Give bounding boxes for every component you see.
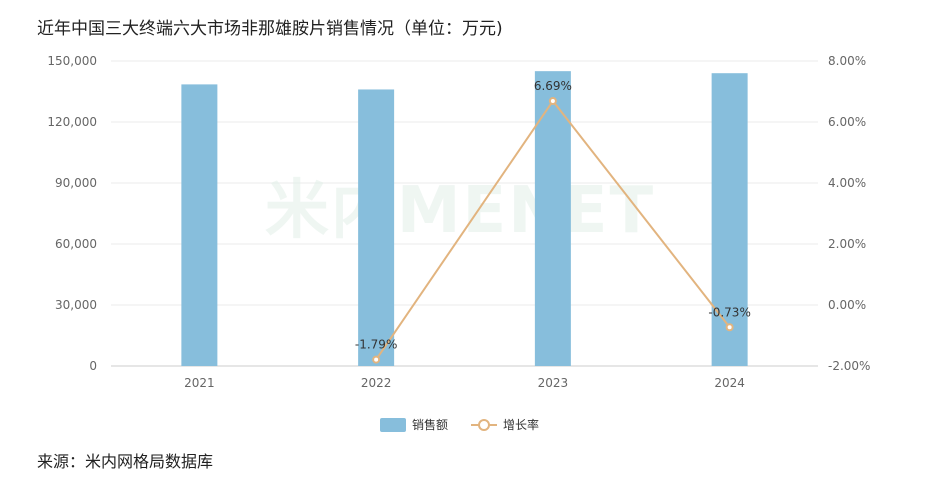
grid-lines (111, 60, 818, 367)
bar-series (181, 71, 748, 367)
left-axis: 0 30,000 60,000 90,000 120,000 150,000 (47, 54, 97, 373)
x-tick-label: 2023 (538, 376, 569, 390)
x-tick-label: 2021 (184, 376, 215, 390)
bar (358, 89, 395, 366)
bar (181, 84, 218, 366)
y-right-tick-label: 8.00% (828, 54, 866, 68)
y-left-tick-label: 150,000 (47, 54, 97, 68)
y-right-tick-label: 0.00% (828, 298, 866, 312)
growth-data-label: -0.73% (708, 305, 750, 319)
legend-label-bar: 销售额 (412, 417, 448, 432)
growth-point (372, 355, 381, 364)
y-left-tick-label: 60,000 (55, 237, 97, 251)
source-note: 来源：米内网格局数据库 (37, 452, 214, 471)
bar (534, 71, 571, 367)
legend-label-line: 增长率 (503, 417, 539, 432)
legend-swatch-bar (380, 418, 406, 432)
growth-point (725, 323, 734, 332)
x-tick-label: 2024 (714, 376, 745, 390)
y-left-tick-label: 120,000 (47, 115, 97, 129)
right-axis: -2.00% 0.00% 2.00% 4.00% 6.00% 8.00% (828, 54, 870, 373)
x-axis: 2021 2022 2023 2024 (184, 376, 745, 390)
y-right-tick-label: 2.00% (828, 237, 866, 251)
chart-title: 近年中国三大终端六大市场非那雄胺片销售情况（单位：万元) (37, 19, 503, 39)
watermark-text: 米内MENET (265, 174, 655, 248)
y-left-tick-label: 30,000 (55, 298, 97, 312)
y-left-tick-label: 0 (89, 359, 97, 373)
y-right-tick-label: 4.00% (828, 176, 866, 190)
y-right-tick-label: -2.00% (828, 359, 870, 373)
x-tick-label: 2022 (361, 376, 392, 390)
legend: 销售额 增长率 (380, 417, 539, 432)
line-series: -1.79% 6.69% -0.73% (355, 79, 751, 364)
growth-data-label: 6.69% (534, 79, 572, 93)
y-left-tick-label: 90,000 (55, 176, 97, 190)
growth-point (548, 96, 557, 105)
y-right-tick-label: 6.00% (828, 115, 866, 129)
bar (711, 73, 748, 366)
growth-data-label: -1.79% (355, 338, 397, 352)
legend-marker-line (478, 419, 490, 431)
